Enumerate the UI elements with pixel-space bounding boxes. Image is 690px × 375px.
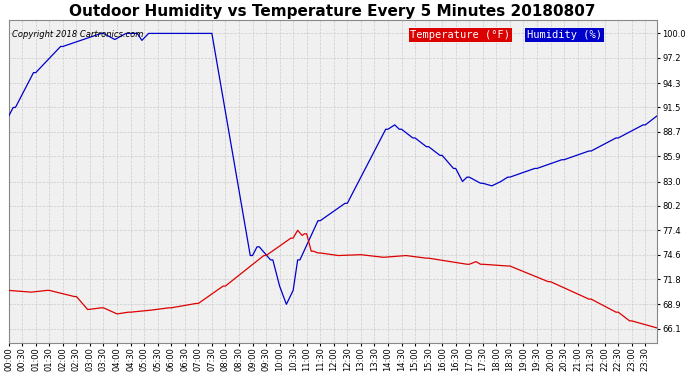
- Text: Copyright 2018 Cartronics.com: Copyright 2018 Cartronics.com: [12, 30, 144, 39]
- Title: Outdoor Humidity vs Temperature Every 5 Minutes 20180807: Outdoor Humidity vs Temperature Every 5 …: [70, 4, 596, 19]
- Text: Humidity (%): Humidity (%): [527, 30, 602, 40]
- Text: Temperature (°F): Temperature (°F): [411, 30, 511, 40]
